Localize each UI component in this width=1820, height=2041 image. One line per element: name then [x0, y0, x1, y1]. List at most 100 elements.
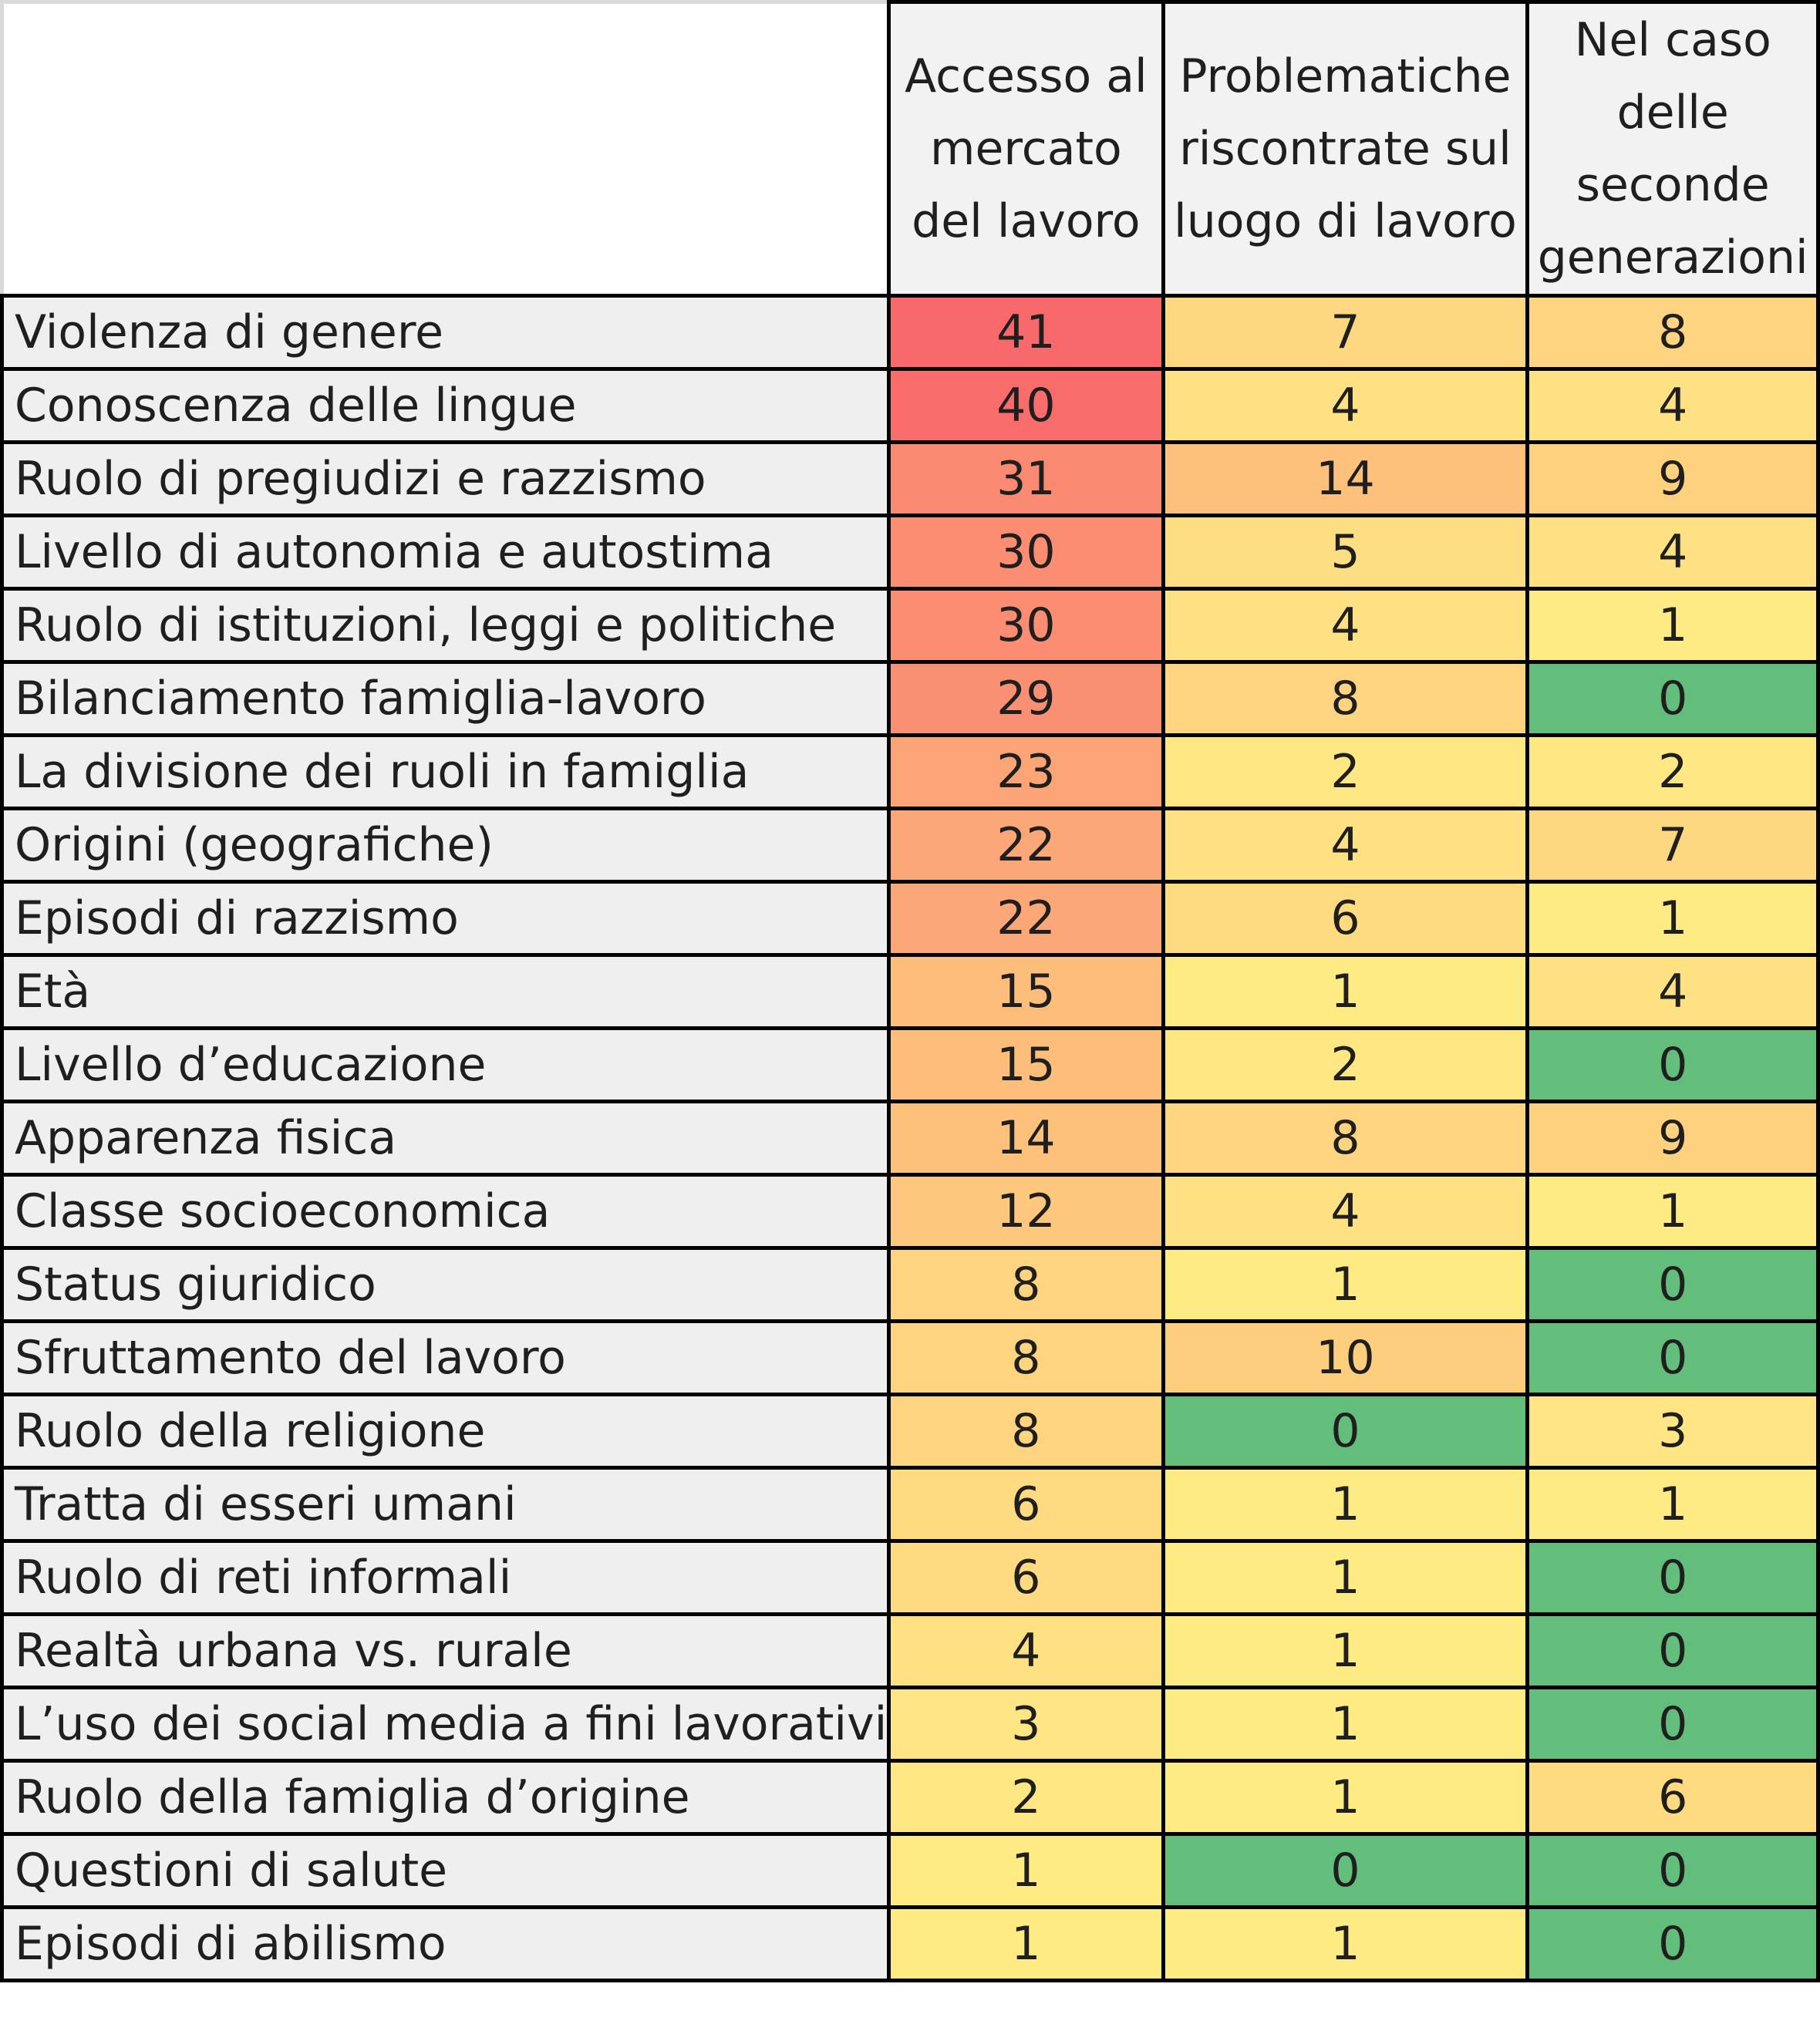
- row-label: Realtà urbana vs. rurale: [0, 1612, 891, 1689]
- heat-cell-seconde-generazioni: 1: [1525, 1173, 1820, 1250]
- table-row: Ruolo della famiglia d’origine 2 1 6: [0, 1759, 1820, 1836]
- row-label: Ruolo di istituzioni, leggi e politiche: [0, 587, 891, 664]
- heat-cell-seconde-generazioni: 0: [1525, 1905, 1820, 1982]
- heat-cell-problematiche: 1: [1161, 1246, 1530, 1323]
- heat-cell-seconde-generazioni: 3: [1525, 1393, 1820, 1470]
- header-row: Accesso al mercato del lavoro Problemati…: [0, 0, 1820, 298]
- row-label: Status giuridico: [0, 1246, 891, 1323]
- heat-cell-problematiche: 1: [1161, 1539, 1530, 1616]
- heat-cell-seconde-generazioni: 0: [1525, 1319, 1820, 1396]
- heat-cell-accesso: 31: [887, 440, 1165, 517]
- row-label: Questioni di salute: [0, 1832, 891, 1909]
- row-label: Livello di autonomia e autostima: [0, 514, 891, 591]
- heat-cell-problematiche: 1: [1161, 1759, 1530, 1836]
- row-label: La divisione dei ruoli in famiglia: [0, 733, 891, 810]
- table-row: La divisione dei ruoli in famiglia 23 2 2: [0, 733, 1820, 810]
- heat-cell-problematiche: 5: [1161, 514, 1530, 591]
- heat-cell-accesso: 15: [887, 953, 1165, 1030]
- heat-cell-seconde-generazioni: 6: [1525, 1759, 1820, 1836]
- heat-cell-seconde-generazioni: 4: [1525, 514, 1820, 591]
- heat-cell-accesso: 8: [887, 1319, 1165, 1396]
- heat-cell-accesso: 29: [887, 660, 1165, 737]
- heat-cell-accesso: 12: [887, 1173, 1165, 1250]
- heat-cell-seconde-generazioni: 0: [1525, 1686, 1820, 1763]
- table-row: Episodi di abilismo 1 1 0: [0, 1905, 1820, 1982]
- heat-cell-seconde-generazioni: 0: [1525, 1539, 1820, 1616]
- table-row: Apparenza fisica 14 8 9: [0, 1100, 1820, 1177]
- heat-cell-problematiche: 6: [1161, 880, 1530, 957]
- row-label: Violenza di genere: [0, 294, 891, 371]
- heat-cell-problematiche: 4: [1161, 587, 1530, 664]
- heat-cell-accesso: 8: [887, 1393, 1165, 1470]
- header-corner-cell: [0, 0, 891, 298]
- heat-cell-seconde-generazioni: 1: [1525, 587, 1820, 664]
- column-header-problematiche: Problematiche riscontrate sul luogo di l…: [1161, 0, 1530, 298]
- heat-cell-problematiche: 14: [1161, 440, 1530, 517]
- heat-cell-accesso: 41: [887, 294, 1165, 371]
- heat-cell-seconde-generazioni: 7: [1525, 807, 1820, 884]
- table-row: Livello di autonomia e autostima 30 5 4: [0, 514, 1820, 591]
- row-label: Bilanciamento famiglia-lavoro: [0, 660, 891, 737]
- heat-cell-problematiche: 4: [1161, 367, 1530, 444]
- row-label: L’uso dei social media a fini lavorativi: [0, 1686, 891, 1763]
- heat-cell-accesso: 23: [887, 733, 1165, 810]
- table-row: Realtà urbana vs. rurale 4 1 0: [0, 1612, 1820, 1689]
- table-row: Episodi di razzismo 22 6 1: [0, 880, 1820, 957]
- table-row: Questioni di salute 1 0 0: [0, 1832, 1820, 1909]
- table-row: Conoscenza delle lingue 40 4 4: [0, 367, 1820, 444]
- heat-cell-accesso: 6: [887, 1466, 1165, 1543]
- heat-cell-seconde-generazioni: 9: [1525, 1100, 1820, 1177]
- table-row: Violenza di genere 41 7 8: [0, 294, 1820, 371]
- row-label: Conoscenza delle lingue: [0, 367, 891, 444]
- heat-cell-problematiche: 1: [1161, 1905, 1530, 1982]
- heat-cell-accesso: 6: [887, 1539, 1165, 1616]
- heatmap-body: Violenza di genere 41 7 8 Conoscenza delle l…: [0, 294, 1820, 1982]
- heat-cell-problematiche: 7: [1161, 294, 1530, 371]
- heat-cell-accesso: 4: [887, 1612, 1165, 1689]
- heat-cell-seconde-generazioni: 9: [1525, 440, 1820, 517]
- heatmap-table: Accesso al mercato del lavoro Problemati…: [0, 0, 1820, 1982]
- heat-cell-accesso: 30: [887, 587, 1165, 664]
- table-row: Origini (geografiche) 22 4 7: [0, 807, 1820, 884]
- row-label: Episodi di razzismo: [0, 880, 891, 957]
- heat-cell-problematiche: 1: [1161, 1686, 1530, 1763]
- column-header-accesso: Accesso al mercato del lavoro: [887, 0, 1165, 298]
- heat-cell-problematiche: 8: [1161, 660, 1530, 737]
- heat-cell-problematiche: 1: [1161, 1612, 1530, 1689]
- heat-cell-accesso: 3: [887, 1686, 1165, 1763]
- heat-cell-problematiche: 4: [1161, 807, 1530, 884]
- heat-cell-problematiche: 8: [1161, 1100, 1530, 1177]
- heat-cell-problematiche: 2: [1161, 1026, 1530, 1103]
- heat-cell-accesso: 1: [887, 1832, 1165, 1909]
- table-row: Ruolo di pregiudizi e razzismo 31 14 9: [0, 440, 1820, 517]
- table-row: Ruolo di istituzioni, leggi e politiche 3…: [0, 587, 1820, 664]
- table-row: Sfruttamento del lavoro 8 10 0: [0, 1319, 1820, 1396]
- heat-cell-accesso: 30: [887, 514, 1165, 591]
- heat-cell-seconde-generazioni: 4: [1525, 953, 1820, 1030]
- row-label: Episodi di abilismo: [0, 1905, 891, 1982]
- heat-cell-seconde-generazioni: 0: [1525, 1026, 1820, 1103]
- table-row: Bilanciamento famiglia-lavoro 29 8 0: [0, 660, 1820, 737]
- row-label: Età: [0, 953, 891, 1030]
- table-row: Livello d’educazione 15 2 0: [0, 1026, 1820, 1103]
- heat-cell-accesso: 8: [887, 1246, 1165, 1323]
- table-row: Status giuridico 8 1 0: [0, 1246, 1820, 1323]
- heat-cell-accesso: 40: [887, 367, 1165, 444]
- row-label: Classe socioeconomica: [0, 1173, 891, 1250]
- heat-cell-seconde-generazioni: 1: [1525, 1466, 1820, 1543]
- heat-cell-seconde-generazioni: 0: [1525, 660, 1820, 737]
- row-label: Sfruttamento del lavoro: [0, 1319, 891, 1396]
- row-label: Tratta di esseri umani: [0, 1466, 891, 1543]
- heat-cell-accesso: 22: [887, 880, 1165, 957]
- heat-cell-seconde-generazioni: 8: [1525, 294, 1820, 371]
- table-row: Ruolo della religione 8 0 3: [0, 1393, 1820, 1470]
- row-label: Ruolo della religione: [0, 1393, 891, 1470]
- table-row: Classe socioeconomica 12 4 1: [0, 1173, 1820, 1250]
- heat-cell-problematiche: 1: [1161, 953, 1530, 1030]
- heat-cell-problematiche: 0: [1161, 1393, 1530, 1470]
- heat-cell-seconde-generazioni: 0: [1525, 1832, 1820, 1909]
- table-row: Tratta di esseri umani 6 1 1: [0, 1466, 1820, 1543]
- heat-cell-problematiche: 2: [1161, 733, 1530, 810]
- row-label: Ruolo della famiglia d’origine: [0, 1759, 891, 1836]
- table-row: L’uso dei social media a fini lavorativi…: [0, 1686, 1820, 1763]
